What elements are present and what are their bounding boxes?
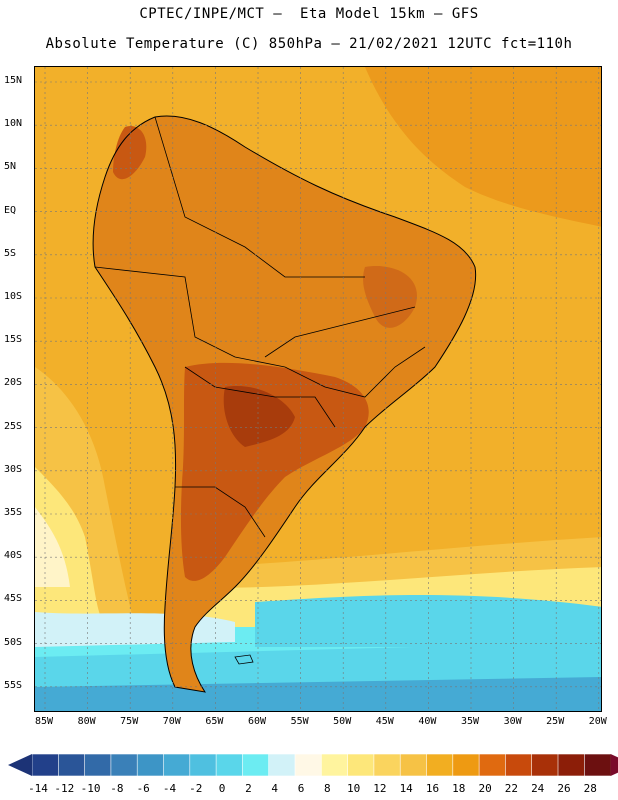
colorbar-swatch [583, 753, 612, 777]
lon-label: 65W [205, 716, 224, 727]
map-panel [34, 66, 602, 712]
colorbar-swatch [110, 753, 139, 777]
lon-label: 80W [77, 716, 96, 727]
colorbar-swatch [268, 753, 296, 777]
colorbar-tick-label: -4 [162, 782, 177, 795]
hot-north-andes [113, 126, 147, 180]
temperature-map [35, 67, 601, 711]
chart-subtitle: Absolute Temperature (C) 850hPa – 21/02/… [45, 36, 573, 52]
lat-label: 30S [4, 463, 23, 475]
colorbar-tick-label: 12 [373, 782, 387, 795]
colorbar-swatch [452, 753, 480, 777]
border-line [94, 266, 286, 368]
colorbar-swatch [294, 753, 323, 777]
lat-label: 45S [4, 593, 23, 605]
colorbar-tick-label: 8 [323, 782, 331, 795]
colorbar-swatch [31, 753, 60, 777]
border-line [284, 346, 426, 398]
colorbar-tick-label: 22 [504, 782, 519, 795]
colorbar-tick-label: 28 [583, 782, 597, 795]
lon-label: 30W [503, 716, 522, 727]
colorbar-swatch [189, 753, 217, 777]
border-line [154, 116, 365, 278]
colorbar-tick-label: -8 [110, 782, 124, 795]
colorbar-tick-label: -12 [54, 782, 75, 795]
lat-label: 25S [4, 420, 23, 432]
hot-northeast-brazil [363, 266, 417, 328]
lon-label: 85W [34, 716, 54, 727]
colorbar-tick-label: 20 [478, 782, 492, 795]
lat-label: 40S [4, 550, 23, 562]
colorbar-swatch [136, 753, 165, 777]
colorbar-tick-label: 16 [425, 782, 440, 795]
lat-label: 35S [4, 507, 23, 518]
colorbar-swatch [531, 753, 559, 777]
pale-band-west [35, 507, 70, 587]
border-line [175, 486, 266, 538]
very-cold-transition [35, 612, 235, 647]
colorbar-swatch [373, 753, 401, 777]
border-line [184, 366, 336, 428]
colorbar-swatch [426, 753, 454, 777]
colorbar-swatch [347, 753, 375, 777]
colorbar-tick-label: 24 [531, 782, 545, 795]
lon-label: 25W [546, 716, 565, 727]
lon-label: 40W [418, 716, 437, 727]
lon-label: 70W [162, 716, 181, 727]
colorbar-swatch [242, 753, 270, 777]
colorbar-min-arrow [8, 754, 32, 776]
colorbar-tick-label: -6 [136, 782, 150, 795]
lon-label: 75W [120, 716, 139, 727]
lat-label: 10N [4, 118, 23, 130]
lat-label: 5N [4, 161, 17, 173]
colorbar-tick-label: -2 [189, 782, 203, 795]
colorbar-tick-label: 14 [399, 782, 413, 795]
lat-label: 20S [4, 377, 23, 389]
lat-label: 55S [4, 679, 23, 691]
colorbar-tick-label: 26 [557, 782, 571, 795]
colorbar-swatch [163, 753, 191, 777]
colorbar-tick-label: -14 [28, 782, 48, 795]
lat-label: 50S [4, 636, 23, 648]
colorbar-swatch [84, 753, 112, 777]
warm-band-north [365, 67, 601, 227]
border-line [264, 306, 416, 358]
chart-title: CPTEC/INPE/MCT – Eta Model 15km – GFS [139, 6, 479, 22]
colorbar-tick-label: 18 [452, 782, 466, 795]
falkland-islands [234, 654, 254, 665]
colorbar-tick-label: 6 [297, 782, 305, 795]
colorbar-swatch [557, 753, 586, 777]
colorbar-tick-label: 10 [346, 782, 361, 795]
colorbar-swatch [478, 753, 507, 777]
lon-label: 45W [375, 716, 394, 727]
colorbar-swatch [320, 753, 349, 777]
lat-label: EQ [4, 204, 17, 216]
lat-label: 10S [4, 291, 23, 302]
colorbar-tick-label: 0 [218, 782, 226, 795]
lon-label: 55W [290, 716, 309, 727]
cold-front-patch [255, 595, 601, 647]
colorbar-tick-label: 2 [245, 782, 252, 795]
hottest-core-region [223, 386, 295, 447]
colorbar-swatch [57, 753, 86, 777]
colorbar-swatch [215, 753, 244, 777]
lon-label: 35W [460, 716, 480, 727]
colorbar-max-arrow [610, 754, 618, 776]
lon-label: 50W [333, 716, 352, 727]
colorbar-tick-label: 4 [271, 782, 278, 795]
colorbar-swatch [399, 753, 428, 777]
colorbar-tick-label: -10 [80, 782, 101, 795]
lat-label: 5S [4, 247, 17, 259]
lat-label: 15N [4, 75, 23, 86]
lat-label: 15S [4, 334, 23, 346]
lon-label: 60W [247, 716, 267, 727]
colorbar [8, 753, 618, 777]
lon-label: 20W [588, 716, 607, 727]
colorbar-swatch [505, 753, 533, 777]
